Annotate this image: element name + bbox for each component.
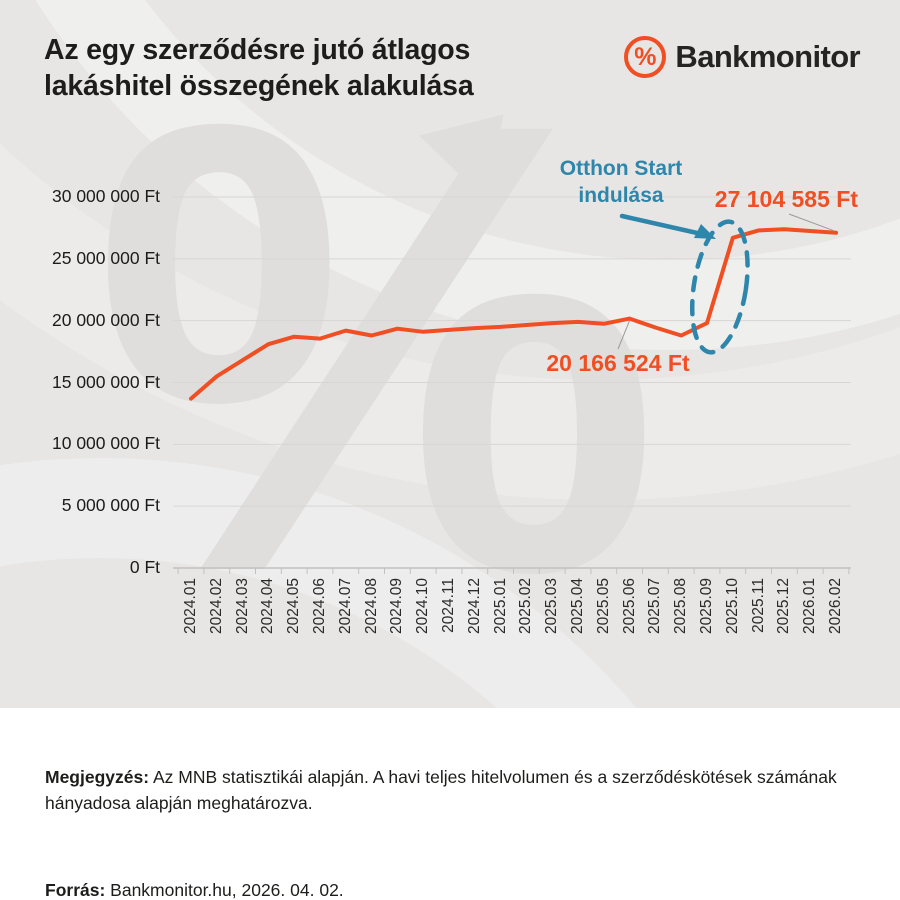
y-tick-label: 10 000 000 Ft (52, 433, 160, 454)
y-tick-label: 30 000 000 Ft (52, 186, 160, 206)
peak-leader-line (617, 320, 631, 350)
data-line-series (189, 227, 838, 401)
note-text: Megjegyzés: Az MNB statisztikái alapján.… (45, 766, 837, 813)
y-tick-label: 5 000 000 Ft (61, 495, 160, 516)
end-leader-line (788, 213, 835, 232)
y-tick-label: 0 Ft (129, 557, 160, 577)
percent-circle-icon: % (624, 36, 667, 78)
chart-section: % Az egy szerződésre jutó átlagos lakásh… (0, 0, 900, 708)
annotation-end-value: 27 104 585 Ft (714, 186, 858, 212)
line-chart-plot (173, 196, 851, 574)
source-label: Forrás: (45, 879, 106, 900)
annotation-arrowhead-icon (694, 224, 716, 239)
annotation-otthon-start: Otthon Start indulása (521, 156, 721, 210)
y-tick-label: 20 000 000 Ft (52, 309, 160, 330)
bankmonitor-logo: % Bankmonitor (624, 36, 861, 78)
annotation-otthon-start-line2: indulása (578, 183, 664, 207)
y-tick-label: 15 000 000 Ft (52, 371, 160, 392)
page-title: Az egy szerződésre jutó átlagos lakáshit… (44, 34, 474, 102)
source-text: Forrás: Bankmonitor.hu, 2026. 04. 02. (45, 879, 344, 900)
highlight-ellipse (689, 219, 750, 355)
annotation-otthon-start-line1: Otthon Start (559, 157, 683, 180)
note-label: Megjegyzés: (45, 766, 150, 787)
annotation-arrow-line (619, 213, 709, 238)
y-tick-label: 25 000 000 Ft (52, 247, 160, 268)
footer-section: Megjegyzés: Az MNB statisztikái alapján.… (0, 708, 900, 900)
brand-name: Bankmonitor (675, 39, 860, 74)
annotation-peak-value: 20 166 524 Ft (546, 350, 690, 376)
